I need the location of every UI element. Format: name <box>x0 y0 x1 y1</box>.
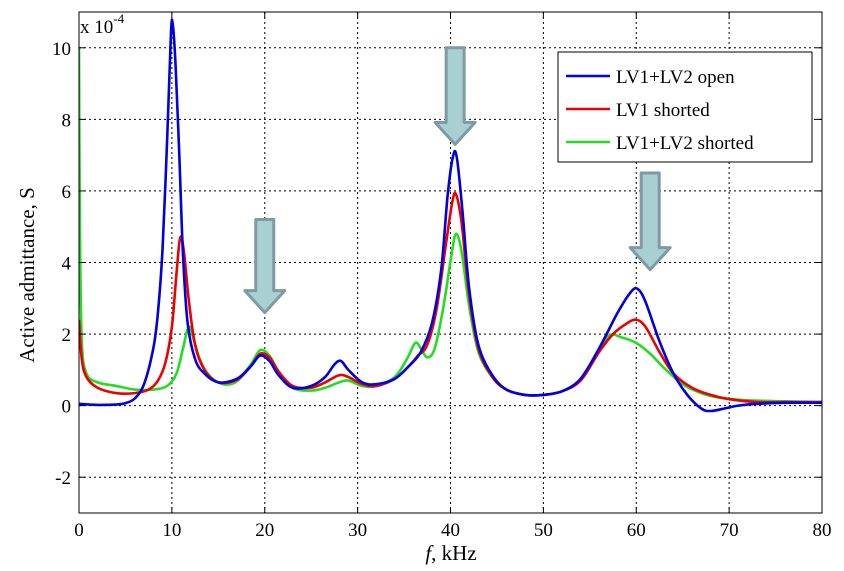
x-tick-label: 40 <box>441 520 460 541</box>
y-multiplier: x 10-4 <box>80 11 125 38</box>
series-lines <box>79 18 822 413</box>
y-tick-label: -2 <box>55 468 71 489</box>
down-arrow-marker <box>628 171 672 272</box>
legend-label: LV1 shorted <box>616 100 710 121</box>
x-tick-label: 60 <box>627 520 646 541</box>
x-tick-label: 50 <box>534 520 553 541</box>
x-tick-label: 80 <box>813 520 832 541</box>
y-axis-label: Active admittance, S <box>15 187 39 363</box>
legend-label: LV1+LV2 shorted <box>616 133 754 154</box>
y-tick-label: 6 <box>62 182 72 203</box>
y-tick-label: 4 <box>62 254 72 275</box>
y-tick-label: 10 <box>52 39 71 60</box>
arrow-annotations <box>243 46 672 315</box>
legend-label: LV1+LV2 open <box>616 67 735 88</box>
x-tick-label: 0 <box>74 520 84 541</box>
series-line-lv1-lv2-open <box>79 18 822 413</box>
y-tick-label: 2 <box>62 325 72 346</box>
y-tick-label: 0 <box>62 397 72 418</box>
x-axis-label-symbol: f <box>425 541 434 565</box>
down-arrow-marker <box>433 46 477 146</box>
x-tick-label: 70 <box>720 520 739 541</box>
x-axis-label-unit: , kHz <box>431 541 477 565</box>
legend: LV1+LV2 open LV1 shorted LV1+LV2 shorted <box>557 51 813 163</box>
down-arrow-marker <box>243 218 287 315</box>
y-tick-label: 8 <box>62 110 72 131</box>
x-tick-label: 30 <box>348 520 367 541</box>
x-tick-label: 10 <box>162 520 181 541</box>
tick-labels: 0 10 20 30 40 50 60 70 80 -2 0 2 4 6 8 10 <box>52 12 832 541</box>
y-multiplier-exponent: -4 <box>113 11 124 26</box>
y-multiplier-base: x 10 <box>80 17 113 38</box>
x-tick-label: 20 <box>255 520 274 541</box>
x-axis-label: f, kHz <box>425 541 476 565</box>
legend-box <box>557 51 813 163</box>
